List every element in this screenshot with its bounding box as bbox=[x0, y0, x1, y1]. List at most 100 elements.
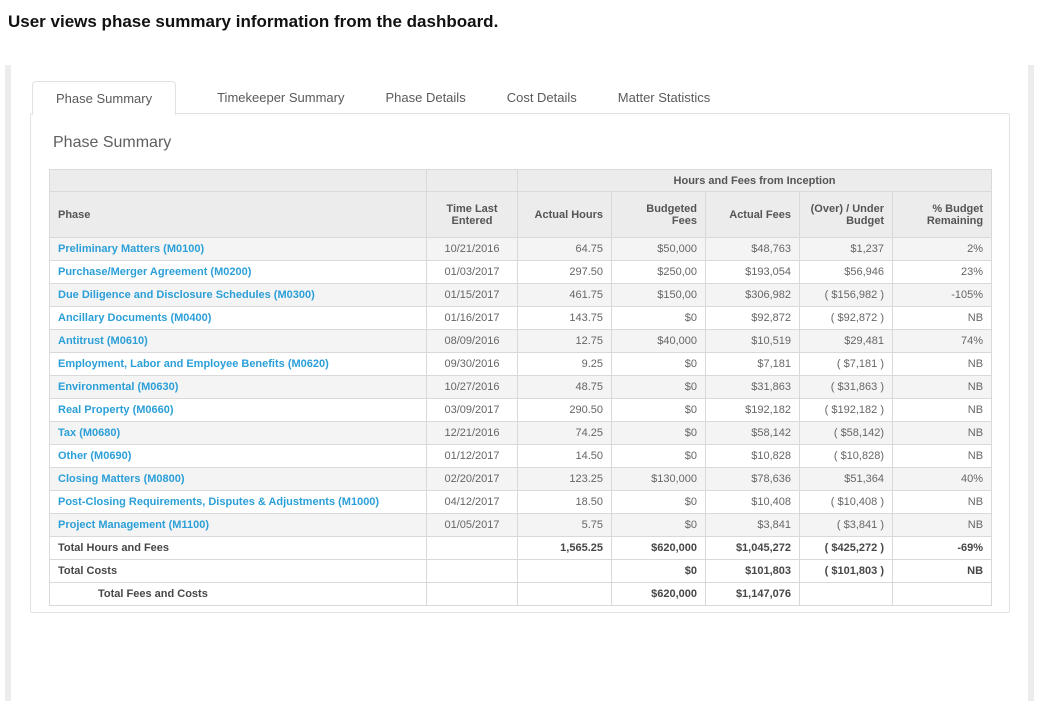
over-under-budget-cell: ( $425,272 ) bbox=[799, 536, 893, 560]
total-label-cell: Total Hours and Fees bbox=[49, 536, 427, 560]
phase-link[interactable]: Antitrust (M0610) bbox=[58, 335, 148, 347]
table-row: Post-Closing Requirements, Disputes & Ad… bbox=[49, 490, 993, 514]
actual-fees-cell: $48,763 bbox=[705, 237, 800, 261]
actual-fees-cell: $1,147,076 bbox=[705, 582, 800, 606]
actual-hours-cell: 461.75 bbox=[517, 283, 612, 307]
budgeted-fees-cell: $0 bbox=[611, 513, 706, 537]
phase-summary-table: Hours and Fees from Inception Phase Time… bbox=[49, 169, 993, 606]
over-under-budget-cell: ( $3,841 ) bbox=[799, 513, 893, 537]
phase-link[interactable]: Real Property (M0660) bbox=[58, 404, 174, 416]
phase-link[interactable]: Tax (M0680) bbox=[58, 427, 121, 439]
time-last-entered-cell bbox=[426, 536, 518, 560]
actual-fees-cell: $1,045,272 bbox=[705, 536, 800, 560]
pct-budget-remaining-cell: NB bbox=[891, 421, 993, 445]
budgeted-fees-cell: $0 bbox=[611, 444, 706, 468]
phase-link[interactable]: Preliminary Matters (M0100) bbox=[58, 243, 205, 255]
actual-hours-cell: 5.75 bbox=[517, 513, 612, 537]
column-header-time-last-entered: Time Last Entered bbox=[426, 191, 518, 238]
time-last-entered-cell: 01/03/2017 bbox=[426, 260, 518, 284]
table-row: Real Property (M0660) 03/09/2017 290.50 $0 $… bbox=[49, 398, 993, 422]
time-last-entered-cell: 09/30/2016 bbox=[426, 352, 518, 376]
budgeted-fees-cell: $250,00 bbox=[611, 260, 706, 284]
phase-cell: Due Diligence and Disclosure Schedules (… bbox=[49, 283, 427, 307]
actual-fees-cell: $101,803 bbox=[705, 559, 800, 583]
phase-link[interactable]: Other (M0690) bbox=[58, 450, 132, 462]
actual-hours-cell: 123.25 bbox=[517, 467, 612, 491]
phase-link[interactable]: Ancillary Documents (M0400) bbox=[58, 312, 212, 324]
over-under-budget-cell: ( $10,828) bbox=[799, 444, 893, 468]
group-header-row: Hours and Fees from Inception bbox=[49, 169, 993, 192]
pct-budget-remaining-cell: -69% bbox=[891, 536, 993, 560]
over-under-budget-cell: ( $7,181 ) bbox=[799, 352, 893, 376]
phase-cell: Project Management (M1100) bbox=[49, 513, 427, 537]
tab-phase-summary[interactable]: Phase Summary bbox=[32, 81, 177, 115]
table-row: Ancillary Documents (M0400) 01/16/2017 143… bbox=[49, 306, 993, 330]
phase-cell: Ancillary Documents (M0400) bbox=[49, 306, 427, 330]
actual-fees-cell: $10,828 bbox=[705, 444, 800, 468]
budgeted-fees-cell: $0 bbox=[611, 490, 706, 514]
budgeted-fees-cell: $620,000 bbox=[611, 536, 706, 560]
actual-hours-cell: 74.25 bbox=[517, 421, 612, 445]
column-header-over-under-budget: (Over) / Under Budget bbox=[799, 191, 893, 238]
phase-cell: Real Property (M0660) bbox=[49, 398, 427, 422]
budgeted-fees-cell: $130,000 bbox=[611, 467, 706, 491]
time-last-entered-cell: 01/12/2017 bbox=[426, 444, 518, 468]
time-last-entered-cell: 02/20/2017 bbox=[426, 467, 518, 491]
actual-hours-cell: 48.75 bbox=[517, 375, 612, 399]
total-label-cell: Total Costs bbox=[49, 559, 427, 583]
pct-budget-remaining-cell: 74% bbox=[891, 329, 993, 353]
budgeted-fees-cell: $0 bbox=[611, 398, 706, 422]
tab-matter-statistics[interactable]: Matter Statistics bbox=[617, 90, 711, 105]
budgeted-fees-cell: $150,00 bbox=[611, 283, 706, 307]
over-under-budget-cell: $29,481 bbox=[799, 329, 893, 353]
phase-link[interactable]: Purchase/Merger Agreement (M0200) bbox=[58, 266, 252, 278]
total-row: Total Hours and Fees 1,565.25 $620,000 $1,0… bbox=[49, 536, 993, 560]
actual-fees-cell: $10,519 bbox=[705, 329, 800, 353]
actual-fees-cell: $192,182 bbox=[705, 398, 800, 422]
tab-timekeeper-summary[interactable]: Timekeeper Summary bbox=[217, 90, 345, 105]
empty-header-cell bbox=[49, 169, 427, 192]
column-header-phase: Phase bbox=[49, 191, 427, 238]
phase-link[interactable]: Project Management (M1100) bbox=[58, 519, 209, 531]
phase-link[interactable]: Due Diligence and Disclosure Schedules (… bbox=[58, 289, 315, 301]
budgeted-fees-cell: $0 bbox=[611, 375, 706, 399]
group-header-hours-fees: Hours and Fees from Inception bbox=[516, 169, 993, 192]
pct-budget-remaining-cell: NB bbox=[891, 559, 993, 583]
actual-hours-cell: 12.75 bbox=[517, 329, 612, 353]
empty-header-cell bbox=[426, 169, 518, 192]
column-header-budgeted-fees: Budgeted Fees bbox=[611, 191, 706, 238]
pct-budget-remaining-cell: NB bbox=[891, 444, 993, 468]
actual-fees-cell: $7,181 bbox=[705, 352, 800, 376]
phase-link[interactable]: Post-Closing Requirements, Disputes & Ad… bbox=[58, 496, 380, 508]
phase-link[interactable]: Environmental (M0630) bbox=[58, 381, 179, 393]
phase-cell: Purchase/Merger Agreement (M0200) bbox=[49, 260, 427, 284]
budgeted-fees-cell: $40,000 bbox=[611, 329, 706, 353]
tab-cost-details[interactable]: Cost Details bbox=[506, 90, 577, 105]
table-row: Preliminary Matters (M0100) 10/21/2016 64.… bbox=[49, 237, 993, 261]
time-last-entered-cell: 01/15/2017 bbox=[426, 283, 518, 307]
actual-hours-cell: 290.50 bbox=[517, 398, 612, 422]
phase-cell: Employment, Labor and Employee Benefits … bbox=[49, 352, 427, 376]
phase-link[interactable]: Employment, Labor and Employee Benefits … bbox=[58, 358, 329, 370]
budgeted-fees-cell: $0 bbox=[611, 306, 706, 330]
tab-phase-details[interactable]: Phase Details bbox=[385, 90, 466, 105]
pct-budget-remaining-cell: 40% bbox=[891, 467, 993, 491]
table-row: Closing Matters (M0800) 02/20/2017 123.25 $… bbox=[49, 467, 993, 491]
budgeted-fees-cell: $0 bbox=[611, 421, 706, 445]
over-under-budget-cell: ( $58,142) bbox=[799, 421, 893, 445]
total-row: Total Costs $0 $101,803( $101,803 ) NB bbox=[49, 559, 993, 583]
right-divider bbox=[1028, 65, 1034, 701]
pct-budget-remaining-cell bbox=[891, 582, 993, 606]
table-row: Antitrust (M0610) 08/09/2016 12.75 $40,000 $… bbox=[49, 329, 993, 353]
table-row: Due Diligence and Disclosure Schedules (… bbox=[49, 283, 993, 307]
actual-fees-cell: $78,636 bbox=[705, 467, 800, 491]
table-row: Employment, Labor and Employee Benefits … bbox=[49, 352, 993, 376]
pct-budget-remaining-cell: 2% bbox=[891, 237, 993, 261]
page-title: User views phase summary information fro… bbox=[8, 12, 499, 31]
phase-link[interactable]: Closing Matters (M0800) bbox=[58, 473, 185, 485]
table-row: Purchase/Merger Agreement (M0200) 01/03/2… bbox=[49, 260, 993, 284]
pct-budget-remaining-cell: NB bbox=[891, 490, 993, 514]
actual-hours-cell: 9.25 bbox=[517, 352, 612, 376]
actual-hours-cell: 14.50 bbox=[517, 444, 612, 468]
actual-hours-cell: 143.75 bbox=[517, 306, 612, 330]
